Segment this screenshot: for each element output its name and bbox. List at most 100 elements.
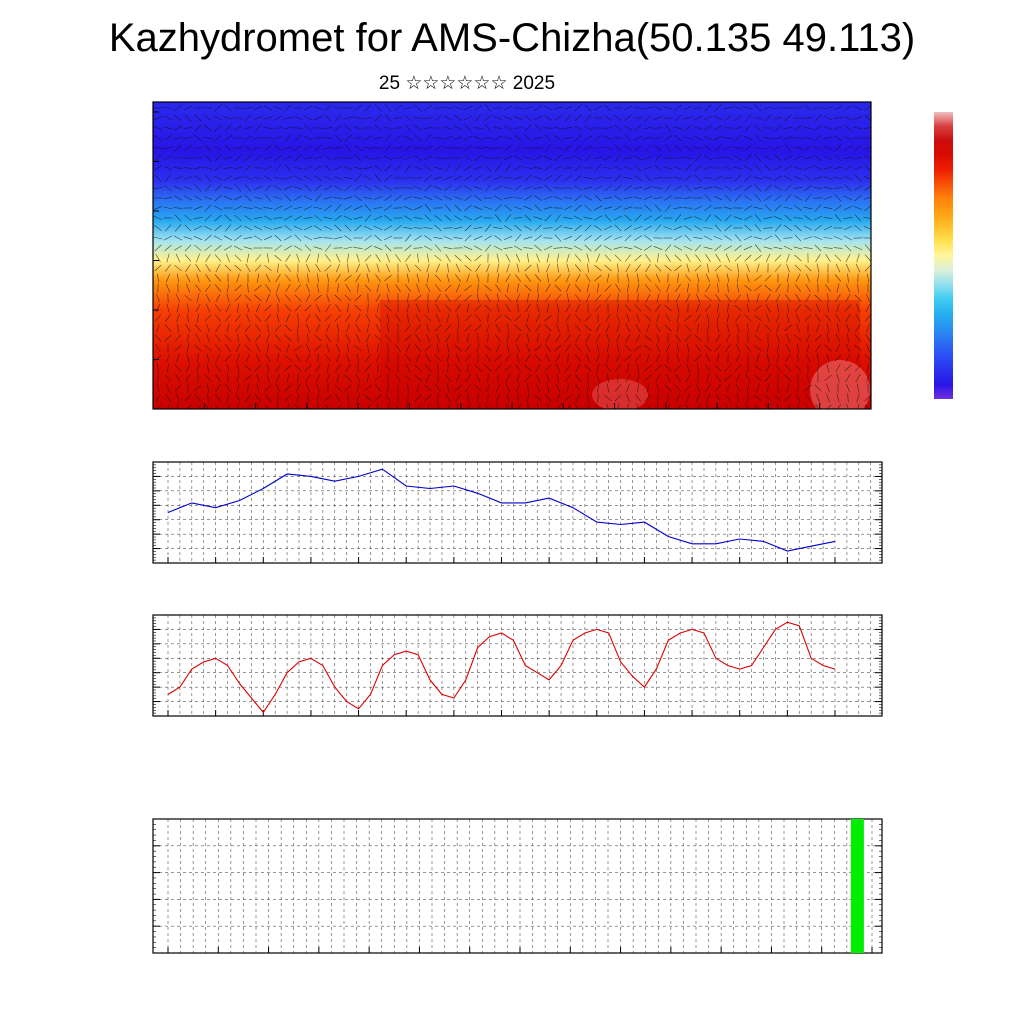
wind-barb bbox=[477, 403, 481, 409]
wind-barb bbox=[454, 204, 462, 212]
wind-barb bbox=[244, 364, 252, 372]
wind-barb bbox=[754, 334, 762, 342]
wind-barb bbox=[426, 253, 430, 263]
wind-barb bbox=[476, 273, 480, 283]
wind-barb bbox=[484, 344, 492, 352]
wind-barb bbox=[596, 283, 600, 293]
wind-barb bbox=[583, 135, 593, 141]
wind-barb bbox=[175, 293, 181, 303]
wind-barb bbox=[594, 264, 602, 272]
wind-barb bbox=[283, 146, 293, 150]
wind-barb bbox=[366, 373, 370, 383]
wind-barb bbox=[706, 373, 710, 383]
wind-barb bbox=[413, 247, 423, 249]
wind-barb bbox=[626, 313, 630, 323]
wind-barb bbox=[704, 144, 712, 152]
wind-barb bbox=[284, 294, 292, 302]
wind-barb bbox=[584, 154, 592, 162]
wind-barb bbox=[604, 254, 612, 262]
wind-barb bbox=[715, 333, 721, 343]
wind-barb bbox=[426, 333, 430, 343]
wind-barb bbox=[403, 107, 413, 109]
wind-barb bbox=[256, 383, 260, 393]
wind-barb bbox=[224, 104, 232, 112]
wind-barb bbox=[554, 135, 562, 141]
wind-barb bbox=[256, 273, 260, 283]
wind-barb bbox=[636, 283, 640, 293]
wind-barb bbox=[454, 384, 462, 392]
wind-barb bbox=[823, 247, 833, 249]
wind-barb bbox=[623, 197, 633, 199]
wind-barb bbox=[814, 384, 822, 392]
wind-barb bbox=[784, 144, 792, 152]
wind-barb bbox=[515, 253, 521, 263]
wind-barb bbox=[263, 105, 273, 111]
wind-barb bbox=[566, 253, 570, 263]
wind-barb bbox=[725, 333, 731, 343]
wind-barb bbox=[866, 323, 870, 333]
wind-barb bbox=[695, 344, 701, 352]
wind-barb bbox=[364, 185, 372, 191]
wind-barb bbox=[783, 175, 793, 181]
wind-barb bbox=[173, 176, 183, 180]
wind-barb bbox=[454, 114, 462, 122]
wind-barb bbox=[534, 394, 542, 402]
wind-barb bbox=[473, 127, 483, 129]
wind-barb bbox=[606, 333, 610, 343]
wind-barb bbox=[183, 176, 193, 180]
wind-barb bbox=[293, 186, 303, 190]
wind-barb bbox=[327, 363, 329, 373]
wind-barb bbox=[363, 166, 373, 170]
wind-barb bbox=[624, 344, 632, 352]
wind-barb bbox=[854, 144, 862, 152]
wind-barb bbox=[657, 253, 659, 263]
wind-barb bbox=[616, 323, 620, 333]
wind-barb bbox=[634, 354, 642, 362]
wind-barb bbox=[664, 144, 672, 152]
wind-barb bbox=[636, 403, 639, 409]
wind-barb bbox=[524, 364, 532, 372]
wind-barb bbox=[795, 313, 801, 323]
colorbar bbox=[934, 112, 953, 399]
wind-barb bbox=[673, 176, 683, 180]
wind-barb bbox=[314, 294, 322, 302]
wind-barb bbox=[686, 283, 690, 293]
wind-barb bbox=[454, 184, 462, 192]
wind-barb bbox=[743, 235, 753, 241]
wind-barb bbox=[673, 207, 683, 209]
wind-barb bbox=[724, 394, 732, 402]
wind-barb bbox=[493, 195, 503, 201]
wind-barb bbox=[415, 324, 421, 332]
wind-barb bbox=[747, 383, 749, 393]
wind-barb bbox=[664, 384, 672, 392]
wind-barb bbox=[336, 343, 340, 353]
wind-barb bbox=[384, 114, 392, 122]
wind-barb bbox=[287, 403, 289, 409]
wind-barb bbox=[306, 323, 310, 333]
wind-barb bbox=[357, 283, 359, 293]
wind-barb bbox=[193, 146, 203, 150]
wind-barb bbox=[773, 246, 783, 250]
wind-barb bbox=[567, 353, 569, 363]
wind-barb bbox=[265, 354, 271, 362]
wind-barb bbox=[473, 166, 483, 170]
wind-barb bbox=[843, 157, 853, 159]
wind-barb bbox=[805, 333, 811, 343]
wind-barb bbox=[374, 394, 382, 402]
wind-barb bbox=[864, 105, 871, 112]
wind-barb bbox=[413, 217, 423, 219]
wind-barb bbox=[274, 254, 282, 262]
wind-barb bbox=[827, 293, 829, 303]
wind-barb bbox=[484, 404, 490, 409]
wind-barb bbox=[595, 324, 601, 332]
wind-barb bbox=[554, 294, 562, 302]
wind-barb bbox=[214, 274, 222, 282]
wind-barb bbox=[533, 166, 543, 170]
wind-barb bbox=[455, 394, 461, 402]
wind-barb bbox=[667, 353, 669, 363]
wind-barb bbox=[336, 283, 340, 293]
wind-barb bbox=[303, 175, 313, 181]
wind-barb bbox=[323, 175, 333, 181]
wind-barb bbox=[154, 334, 162, 342]
wind-barb bbox=[474, 114, 482, 122]
